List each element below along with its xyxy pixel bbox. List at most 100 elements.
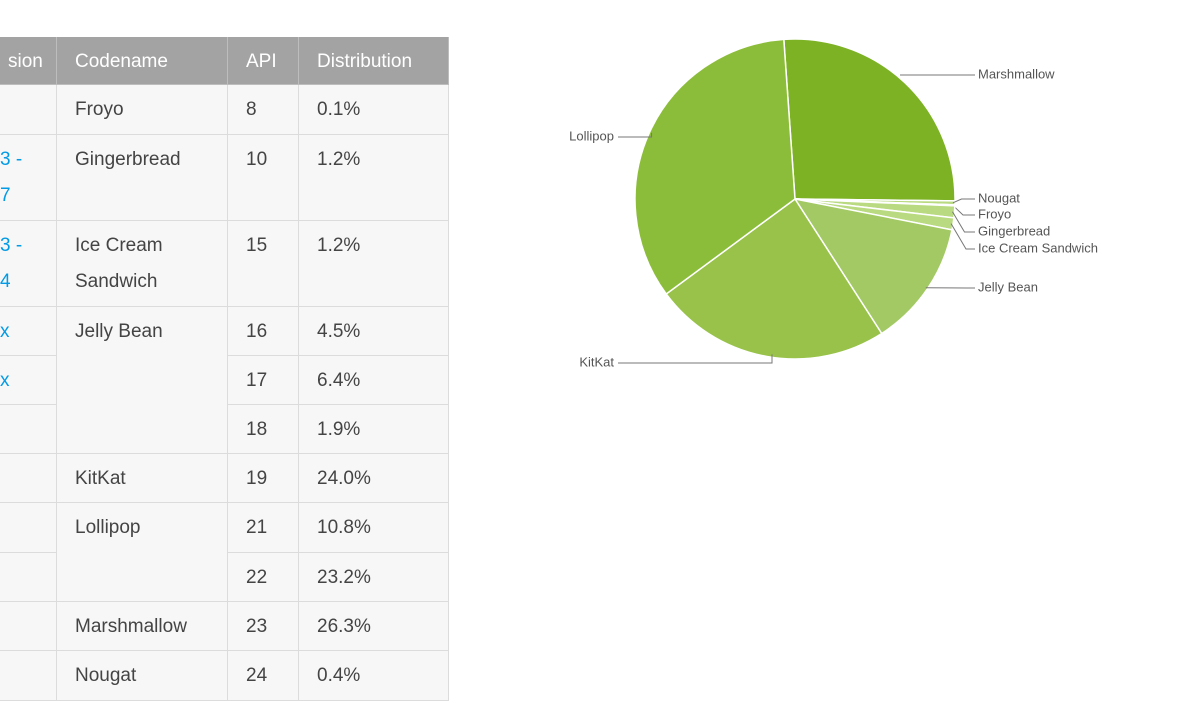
version-cell <box>0 651 57 701</box>
api-cell: 22 <box>228 553 299 602</box>
leader-line <box>952 198 975 204</box>
header-cell: Codename <box>57 37 228 85</box>
distribution-cell: 6.4% <box>299 356 449 405</box>
leader-line <box>950 223 975 250</box>
cell-text: Marshmallow <box>75 616 187 637</box>
cell-text: Jelly Bean <box>75 321 163 342</box>
cell-text: 24 <box>246 665 268 686</box>
cell-text: 8 <box>246 99 257 120</box>
slice-label: Lollipop <box>569 128 614 143</box>
cell-text: 19 <box>246 468 268 489</box>
cell-text: 24.0% <box>317 468 371 489</box>
cell-text: 4 <box>0 271 11 292</box>
api-cell: 19 <box>228 454 299 503</box>
cell-text: sion <box>8 51 43 72</box>
distribution-cell: 0.4% <box>299 651 449 701</box>
api-cell: 17 <box>228 356 299 405</box>
distribution-cell: 4.5% <box>299 307 449 356</box>
slice-label: Marshmallow <box>978 66 1055 81</box>
distribution-cell: 10.8% <box>299 503 449 553</box>
version-cell <box>0 553 57 602</box>
cell-text: 17 <box>246 370 268 391</box>
cell-text: 0.1% <box>317 99 361 120</box>
cell-text: 15 <box>246 235 268 256</box>
codename-cell: Ice Cream Sandwich <box>57 221 228 307</box>
codename-cell: Gingerbread <box>57 135 228 221</box>
api-cell: 10 <box>228 135 299 221</box>
api-cell: 18 <box>228 405 299 454</box>
cell-text: 3 - <box>0 235 23 256</box>
cell-text: Froyo <box>75 99 124 120</box>
header-cell: sion <box>0 37 57 85</box>
cell-text: KitKat <box>75 468 126 489</box>
cell-text: Codename <box>75 51 168 72</box>
pie-slice <box>665 197 883 360</box>
cell-text: Gingerbread <box>75 149 181 170</box>
cell-text: Nougat <box>75 665 137 686</box>
cell-text: Ice Cream Sandwich <box>75 235 163 292</box>
codename-cell: Froyo <box>57 85 228 135</box>
version-cell <box>0 85 57 135</box>
leader-line <box>618 132 653 138</box>
leader-line <box>952 204 975 216</box>
cell-text: 22 <box>246 567 268 588</box>
slice-label: Nougat <box>978 190 1020 205</box>
leader-line <box>952 211 975 233</box>
pie-slice <box>634 38 796 296</box>
distribution-cell: 1.2% <box>299 135 449 221</box>
codename-cell: Jelly Bean <box>57 307 228 454</box>
slice-label: Froyo <box>978 206 1011 221</box>
distribution-cell: 1.2% <box>299 221 449 307</box>
pie-slice <box>793 197 953 335</box>
cell-text: 0.4% <box>317 665 361 686</box>
version-cell <box>0 405 57 454</box>
distribution-cell: 26.3% <box>299 602 449 651</box>
version-cell: x <box>0 307 57 356</box>
distribution-cell: 1.9% <box>299 405 449 454</box>
codename-cell: KitKat <box>57 454 228 503</box>
api-cell: 8 <box>228 85 299 135</box>
cell-text: 26.3% <box>317 616 371 637</box>
cell-text: 10.8% <box>317 517 371 538</box>
cell-text: x <box>0 370 10 391</box>
cell-text: x <box>0 321 10 342</box>
cell-text: Distribution <box>317 51 413 72</box>
codename-cell: Lollipop <box>57 503 228 602</box>
cell-text: 16 <box>246 321 268 342</box>
cell-text: 7 <box>0 185 11 206</box>
cell-text: 1.2% <box>317 235 361 256</box>
header-cell: Distribution <box>299 37 449 85</box>
api-cell: 24 <box>228 651 299 701</box>
codename-cell: Marshmallow <box>57 602 228 651</box>
leader-line <box>618 354 773 364</box>
cell-text: 23.2% <box>317 567 371 588</box>
pie-slice <box>783 38 956 202</box>
api-cell: 23 <box>228 602 299 651</box>
cell-text: 3 - <box>0 149 23 170</box>
cell-text: 1.2% <box>317 149 361 170</box>
cell-text: 4.5% <box>317 321 361 342</box>
cell-text: 10 <box>246 149 268 170</box>
cell-text: Lollipop <box>75 517 141 538</box>
cell-text: 1.9% <box>317 419 361 440</box>
version-cell: 3 - 4 <box>0 221 57 307</box>
version-cell: x <box>0 356 57 405</box>
distribution-cell: 0.1% <box>299 85 449 135</box>
api-cell: 15 <box>228 221 299 307</box>
api-cell: 16 <box>228 307 299 356</box>
distribution-cell: 24.0% <box>299 454 449 503</box>
version-cell <box>0 602 57 651</box>
slice-label: Jelly Bean <box>978 279 1038 294</box>
version-cell: 3 - 7 <box>0 135 57 221</box>
cell-text: 6.4% <box>317 370 361 391</box>
distribution-cell: 23.2% <box>299 553 449 602</box>
codename-cell: Nougat <box>57 651 228 701</box>
cell-text: 18 <box>246 419 268 440</box>
api-cell: 21 <box>228 503 299 553</box>
slice-label: Ice Cream Sandwich <box>978 240 1098 255</box>
version-cell <box>0 503 57 553</box>
cell-text: 23 <box>246 616 268 637</box>
version-cell <box>0 454 57 503</box>
